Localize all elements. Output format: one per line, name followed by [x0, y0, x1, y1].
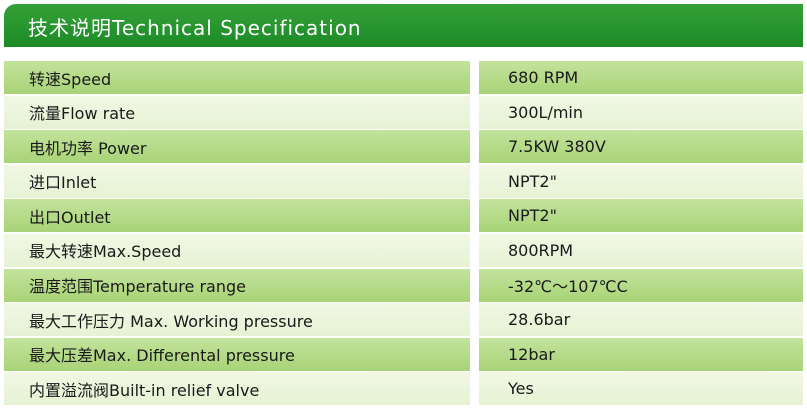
- spec-value: 680 RPM: [479, 61, 803, 94]
- spec-label: 转速Speed: [4, 61, 470, 94]
- spec-row-max-differential-pressure: 最大压差Max. Differental pressure 12bar: [4, 337, 803, 373]
- spec-label: 最大压差Max. Differental pressure: [4, 337, 470, 371]
- spec-row-outlet: 出口Outlet NPT2": [4, 199, 803, 234]
- spec-label: 进口Inlet: [4, 164, 470, 198]
- spec-value: 12bar: [479, 337, 803, 371]
- spec-value: 7.5KW 380V: [479, 130, 803, 164]
- spec-label: 内置溢流阀Built-in relief valve: [4, 372, 470, 406]
- spec-row-flow-rate: 流量Flow rate 300L/min: [4, 95, 803, 131]
- spec-value: 300L/min: [479, 95, 803, 129]
- spec-label: 出口Outlet: [4, 199, 470, 233]
- spec-label: 电机功率 Power: [4, 130, 470, 164]
- spec-value: NPT2": [479, 199, 803, 233]
- spec-row-speed: 转速Speed 680 RPM: [4, 61, 803, 96]
- spec-value: NPT2": [479, 164, 803, 198]
- spec-value: 28.6bar: [479, 303, 803, 337]
- spec-row-power: 电机功率 Power 7.5KW 380V: [4, 130, 803, 165]
- spec-label: 温度范围Temperature range: [4, 268, 470, 302]
- spec-row-max-speed: 最大转速Max.Speed 800RPM: [4, 233, 803, 269]
- spec-row-max-working-pressure: 最大工作压力 Max. Working pressure 28.6bar: [4, 303, 803, 338]
- spec-value: -32℃～107℃C: [479, 268, 803, 302]
- spec-header-bar: 技术说明Technical Specification: [4, 4, 803, 47]
- spec-row-relief-valve: 内置溢流阀Built-in relief valve Yes: [4, 372, 803, 407]
- spec-row-temperature-range: 温度范围Temperature range -32℃～107℃C: [4, 268, 803, 304]
- spec-value: 800RPM: [479, 233, 803, 267]
- spec-row-inlet: 进口Inlet NPT2": [4, 164, 803, 200]
- spec-title: 技术说明Technical Specification: [28, 16, 362, 40]
- spec-label: 最大工作压力 Max. Working pressure: [4, 303, 470, 337]
- spec-label: 流量Flow rate: [4, 95, 470, 129]
- spec-label: 最大转速Max.Speed: [4, 233, 470, 267]
- spec-value: Yes: [479, 372, 803, 406]
- spec-table: 转速Speed 680 RPM 流量Flow rate 300L/min 电机功…: [4, 61, 803, 407]
